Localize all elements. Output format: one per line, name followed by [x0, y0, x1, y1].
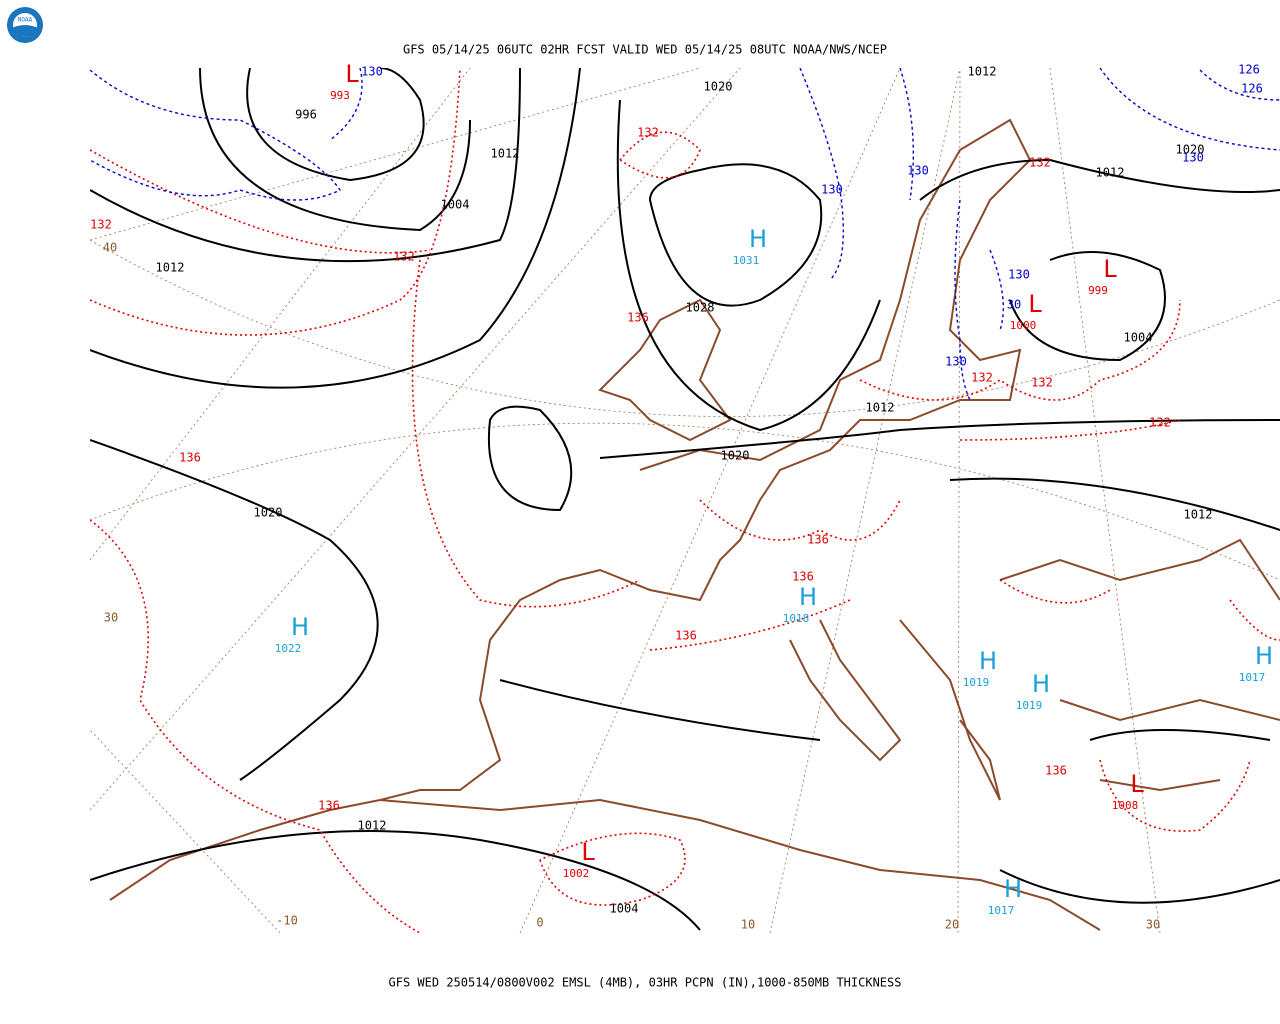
- thickness-label: 132: [637, 126, 659, 140]
- pressure-center-value: 993: [330, 89, 350, 102]
- grid-label: -10: [276, 914, 298, 928]
- thickness-label: 136: [627, 311, 649, 325]
- map-caption: GFS WED 250514/0800V002 EMSL (4MB), 03HR…: [389, 976, 902, 990]
- map-lines: [90, 68, 1280, 933]
- isobar-label: 1028: [686, 301, 715, 315]
- isobar-label: 996: [295, 108, 317, 122]
- grid-label: 20: [945, 918, 959, 932]
- thickness-label: 126: [1241, 82, 1263, 96]
- isobar-label: 1004: [1124, 331, 1153, 345]
- thickness-label: 136: [1045, 764, 1067, 778]
- pressure-center-symbol: L: [1130, 770, 1144, 798]
- isobar-label: 1020: [254, 506, 283, 520]
- pressure-center-symbol: L: [345, 60, 359, 88]
- pressure-center-symbol: H: [1255, 642, 1273, 670]
- pressure-center-value: 1019: [1016, 699, 1043, 712]
- pressure-center-value: 999: [1088, 284, 1108, 297]
- thickness-label: 132: [1149, 416, 1171, 430]
- pressure-center-symbol: H: [291, 613, 309, 641]
- isobar-label: 1020: [704, 80, 733, 94]
- grid-label: 10: [741, 918, 755, 932]
- pressure-center-value: 1017: [1239, 671, 1266, 684]
- thickness-label: 130: [1182, 151, 1204, 165]
- isobar-label: 1012: [1184, 508, 1213, 522]
- grid-label: 0: [536, 916, 543, 930]
- thickness-label: 132: [393, 250, 415, 264]
- thickness-label: 136: [792, 570, 814, 584]
- thickness-label: 132: [1029, 156, 1051, 170]
- pressure-center-value: 1000: [1010, 319, 1037, 332]
- pressure-center-value: 1017: [988, 904, 1015, 917]
- pressure-center-value: 1018: [783, 612, 810, 625]
- pressure-center-value: 1019: [963, 676, 990, 689]
- isobar-label: 1012: [491, 147, 520, 161]
- thickness-label: 130: [1008, 268, 1030, 282]
- pressure-center-symbol: L: [581, 838, 595, 866]
- isobar-label: 1012: [156, 261, 185, 275]
- logo: NOAA: [7, 7, 43, 43]
- thickness-label: 132: [90, 218, 112, 232]
- isobar-label: 1012: [968, 65, 997, 79]
- isobar-label: 1020: [1176, 143, 1205, 157]
- thickness-label: 30: [1007, 298, 1021, 312]
- pressure-center-value: 1008: [1112, 799, 1139, 812]
- pressure-center-value: 1002: [563, 867, 590, 880]
- thickness-label: 132: [971, 371, 993, 385]
- grid-label: 30: [1146, 918, 1160, 932]
- thickness-label: 130: [361, 65, 383, 79]
- thickness-label: 130: [907, 164, 929, 178]
- isobar-label: 1012: [358, 819, 387, 833]
- thickness-label: 130: [945, 355, 967, 369]
- thickness-label: 136: [675, 629, 697, 643]
- thickness-label: 126: [1238, 63, 1260, 77]
- pressure-center-symbol: H: [1004, 875, 1022, 903]
- pressure-center-symbol: L: [1028, 290, 1042, 318]
- map-title: GFS 05/14/25 06UTC 02HR FCST VALID WED 0…: [403, 43, 887, 57]
- pressure-center-symbol: L: [1103, 255, 1117, 283]
- grid-label: 40: [103, 241, 117, 255]
- pressure-center-symbol: H: [979, 647, 997, 675]
- logo-text: NOAA: [18, 17, 33, 24]
- isobar-label: 1012: [866, 401, 895, 415]
- isobar-label: 1004: [610, 902, 639, 916]
- pressure-center-symbol: H: [749, 225, 767, 253]
- isobar-label: 1012: [1096, 166, 1125, 180]
- isobar-label: 1004: [441, 198, 470, 212]
- pressure-center-symbol: H: [1032, 670, 1050, 698]
- grid-label: 30: [104, 611, 118, 625]
- thickness-label: 136: [179, 451, 201, 465]
- pressure-center-value: 1031: [733, 254, 760, 267]
- thickness-label: 132: [1031, 376, 1053, 390]
- thickness-label: 130: [821, 183, 843, 197]
- pressure-center-value: 1022: [275, 642, 302, 655]
- thickness-label: 136: [318, 799, 340, 813]
- isobar-label: 1020: [721, 449, 750, 463]
- thickness-label: 136: [807, 533, 829, 547]
- pressure-center-symbol: H: [799, 583, 817, 611]
